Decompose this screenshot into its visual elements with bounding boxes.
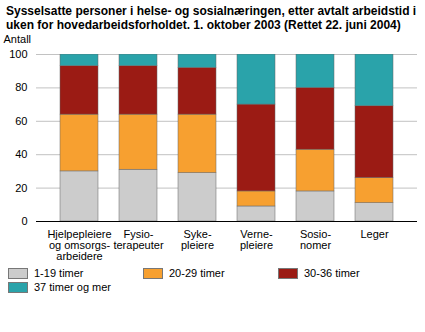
svg-text:Leger: Leger <box>360 228 388 240</box>
svg-text:60: 60 <box>15 115 27 127</box>
svg-text:Verne-pleiere: Verne-pleiere <box>240 228 273 251</box>
svg-text:20: 20 <box>15 182 27 194</box>
html-text:30-36 timer: 30-36 timer <box>304 267 360 279</box>
html-text:20-29 timer: 20-29 timer <box>169 267 225 279</box>
svg-text:100: 100 <box>9 48 27 60</box>
svg-text:0: 0 <box>21 215 27 227</box>
svg-text:Antall: Antall <box>4 33 32 45</box>
html-text:1-19 timer: 1-19 timer <box>34 267 84 279</box>
svg-text:Sosio-nomer: Sosio-nomer <box>300 228 332 251</box>
svg-text:Fysio-terapeuter: Fysio-terapeuter <box>113 228 163 251</box>
html-text:37 timer og mer: 37 timer og mer <box>34 281 111 293</box>
html-text:Sysselsatte personer i helse-: Sysselsatte personer i helse- og sosialn… <box>6 4 417 32</box>
svg-text:80: 80 <box>15 81 27 93</box>
svg-text:Syke-pleiere: Syke-pleiere <box>181 228 214 251</box>
svg-text:Hjelpepleiereog omsorgs-arbeid: Hjelpepleiereog omsorgs-arbeidere <box>47 228 111 262</box>
svg-text:40: 40 <box>15 148 27 160</box>
